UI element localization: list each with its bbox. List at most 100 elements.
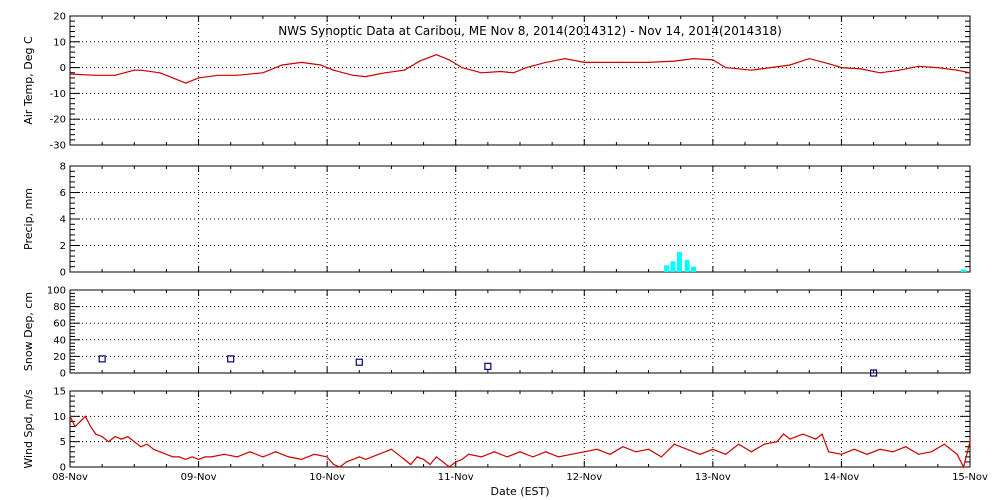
data-point xyxy=(300,61,302,64)
data-point xyxy=(95,433,97,435)
precip-bar xyxy=(961,269,967,272)
data-point xyxy=(622,61,624,64)
data-point xyxy=(583,61,585,64)
data-point xyxy=(79,420,81,422)
data-point xyxy=(828,63,830,65)
data-point xyxy=(410,463,412,466)
data-point xyxy=(635,451,637,453)
data-point xyxy=(879,448,881,450)
y-tick-label: -20 xyxy=(50,115,66,126)
data-point xyxy=(770,67,772,69)
data-point xyxy=(262,72,264,74)
data-point xyxy=(69,415,71,417)
panel-frame xyxy=(69,289,971,374)
data-point xyxy=(95,74,97,76)
y-tick-label: 10 xyxy=(53,412,66,423)
data-point xyxy=(866,453,868,455)
precip-bar xyxy=(676,252,682,272)
data-point xyxy=(275,451,277,453)
data-point xyxy=(789,64,791,66)
data-point xyxy=(403,458,405,460)
y-tick-label: 20 xyxy=(53,352,66,363)
data-point xyxy=(159,72,161,74)
y-tick-label: 5 xyxy=(60,437,66,448)
data-point xyxy=(905,446,907,448)
data-point xyxy=(558,456,560,458)
data-point xyxy=(352,458,354,460)
y-axis-label: Precip, mm xyxy=(22,188,35,250)
series-line xyxy=(69,54,971,84)
y-tick-label: 0 xyxy=(60,63,66,74)
x-tick-label: 10-Nov xyxy=(309,472,345,483)
data-point xyxy=(345,461,347,463)
data-point xyxy=(956,453,958,455)
data-point xyxy=(326,456,328,458)
data-point xyxy=(448,466,450,468)
data-point xyxy=(564,58,566,60)
data-point xyxy=(429,463,431,466)
y-tick-label: -10 xyxy=(50,89,66,100)
data-point xyxy=(660,456,663,458)
y-tick-label: 15 xyxy=(53,387,66,398)
data-point xyxy=(69,73,71,75)
data-point xyxy=(108,441,110,443)
data-point xyxy=(178,456,180,458)
data-point xyxy=(358,456,360,458)
y-tick-label: 0 xyxy=(60,369,66,380)
data-point xyxy=(673,443,675,445)
data-point xyxy=(969,72,971,74)
data-point xyxy=(442,461,444,463)
data-point xyxy=(673,60,675,62)
y-axis-label: Wind Spd, m/s xyxy=(22,389,35,469)
data-point xyxy=(840,67,843,69)
snow-depth-marker xyxy=(869,369,878,377)
snow-depth-marker xyxy=(227,355,235,363)
data-point xyxy=(172,77,174,79)
data-point xyxy=(172,456,174,458)
data-point xyxy=(750,451,753,453)
data-point xyxy=(313,453,315,455)
data-point xyxy=(198,77,200,79)
data-point xyxy=(390,448,392,450)
data-point xyxy=(339,466,341,468)
data-point xyxy=(789,438,791,440)
data-point xyxy=(140,446,142,448)
data-point xyxy=(821,433,823,435)
data-point xyxy=(506,456,508,458)
data-point xyxy=(480,456,482,458)
data-point xyxy=(853,448,855,450)
data-point xyxy=(365,458,367,460)
data-point xyxy=(596,61,598,64)
data-point xyxy=(963,466,965,468)
data-point xyxy=(416,456,418,458)
data-point xyxy=(802,433,804,435)
precip-bar xyxy=(684,260,690,272)
data-point xyxy=(725,453,727,455)
data-point xyxy=(74,425,76,428)
snow-depth-marker xyxy=(98,355,106,363)
precip-bar xyxy=(664,265,670,272)
data-point xyxy=(693,58,695,60)
data-point xyxy=(84,415,86,417)
data-point xyxy=(217,74,219,76)
x-tick-label: 15-Nov xyxy=(952,472,988,483)
precip-bar xyxy=(691,266,697,272)
data-point xyxy=(352,74,354,76)
data-point xyxy=(133,441,135,443)
data-point xyxy=(419,60,421,62)
data-point xyxy=(423,458,425,460)
data-point xyxy=(198,458,200,460)
data-point xyxy=(795,436,798,438)
x-axis-label: Date (EST) xyxy=(490,485,549,498)
data-point xyxy=(236,74,238,76)
data-point xyxy=(320,64,322,66)
y-tick-label: 0 xyxy=(60,268,66,279)
data-point xyxy=(776,441,778,443)
data-point xyxy=(127,436,129,438)
data-point xyxy=(114,74,116,76)
data-point xyxy=(545,451,547,453)
data-point xyxy=(648,61,650,64)
data-point xyxy=(918,453,920,455)
y-tick-label: 2 xyxy=(60,241,66,252)
data-point xyxy=(185,82,187,84)
